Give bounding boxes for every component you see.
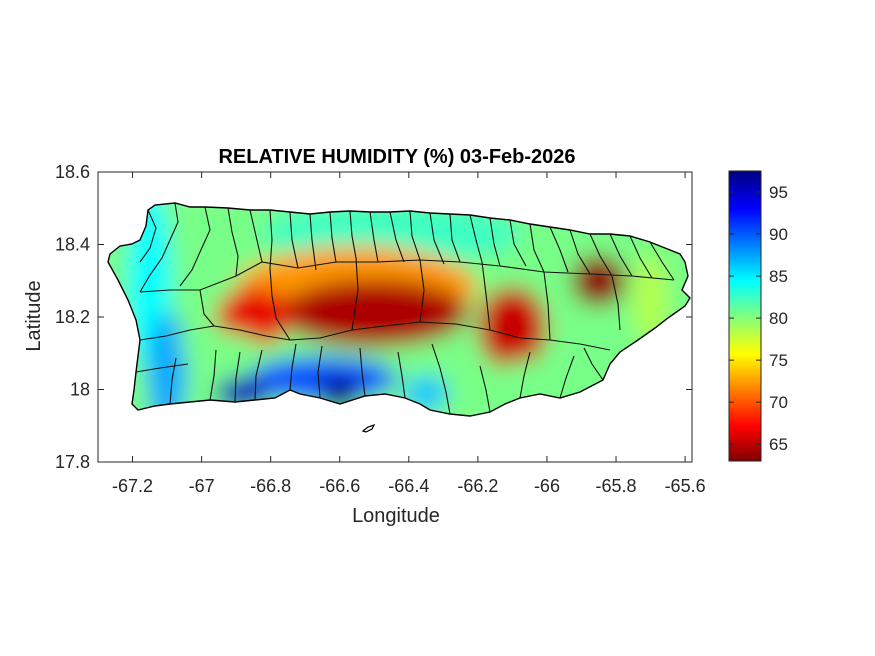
municipality-boundary bbox=[559, 355, 575, 399]
municipality-boundary bbox=[254, 349, 263, 401]
caja-de-muertos-islet bbox=[361, 423, 376, 433]
municipality-boundary bbox=[349, 210, 357, 259]
humidity-blob bbox=[477, 285, 548, 370]
x-tick-label: -66.2 bbox=[457, 476, 498, 496]
municipality-boundary bbox=[234, 351, 241, 403]
x-tick-label: -65.8 bbox=[596, 476, 637, 496]
x-axis: -67.2 -67 -66.8 -66.6 -66.4 -66.2 -66 -65.8 -65.… bbox=[112, 172, 706, 496]
municipality-boundary bbox=[389, 211, 405, 263]
municipality-boundary bbox=[289, 343, 297, 391]
x-tick-label: -65.6 bbox=[665, 476, 706, 496]
municipality-boundary bbox=[469, 214, 483, 263]
y-tick-label: 18.2 bbox=[55, 307, 90, 327]
municipality-boundary bbox=[317, 345, 323, 399]
municipality-boundary bbox=[169, 357, 177, 405]
municipality-boundary bbox=[489, 217, 501, 267]
municipality-boundary bbox=[199, 289, 215, 327]
municipality-boundary bbox=[479, 365, 491, 413]
colorbar-tick-label: 85 bbox=[769, 267, 788, 286]
colorbar: 65 70 75 80 85 90 95 bbox=[728, 170, 788, 462]
x-tick-label: -66 bbox=[534, 476, 560, 496]
municipality-boundary bbox=[271, 295, 291, 341]
municipality-boundary bbox=[369, 211, 379, 263]
humidity-blob bbox=[494, 360, 565, 405]
humidity-blob bbox=[571, 254, 627, 307]
x-tick-label: -66.4 bbox=[388, 476, 429, 496]
humidity-field bbox=[108, 203, 690, 416]
municipality-boundary bbox=[135, 363, 189, 373]
chart-title: RELATIVE HUMIDITY (%) 03-Feb-2026 bbox=[218, 146, 575, 168]
municipality-boundary bbox=[419, 259, 425, 323]
municipality-boundary bbox=[409, 210, 421, 261]
municipality-boundary bbox=[609, 233, 633, 277]
municipality-boundary bbox=[481, 261, 491, 331]
colorbar-tick-label: 65 bbox=[769, 435, 788, 454]
municipality-boundary bbox=[309, 213, 317, 271]
municipality-boundary bbox=[549, 226, 569, 273]
x-tick-label: -66.6 bbox=[319, 476, 360, 496]
x-axis-label: Longitude bbox=[352, 505, 440, 527]
colorbar-tick-label: 90 bbox=[769, 225, 788, 244]
y-tick-label: 17.8 bbox=[55, 452, 90, 472]
colorbar-tick-label: 95 bbox=[769, 183, 788, 202]
municipality-boundary bbox=[589, 233, 613, 277]
municipality-boundary bbox=[329, 211, 337, 263]
humidity-blob bbox=[215, 287, 291, 347]
municipality-boundary bbox=[227, 207, 239, 277]
humidity-blob bbox=[633, 253, 669, 344]
municipality-boundary bbox=[351, 257, 359, 331]
municipality-boundaries bbox=[107, 202, 691, 417]
municipality-boundary bbox=[529, 223, 545, 273]
municipality-boundary bbox=[569, 229, 591, 275]
municipality-boundary bbox=[249, 209, 263, 263]
y-tick-label: 18.6 bbox=[55, 162, 90, 182]
municipality-boundary bbox=[397, 351, 406, 399]
x-tick-label: -67 bbox=[189, 476, 215, 496]
humidity-blob bbox=[279, 279, 470, 348]
colorbar-gradient bbox=[728, 170, 762, 462]
municipality-boundary bbox=[139, 259, 675, 293]
municipality-boundary bbox=[431, 343, 451, 415]
municipality-boundary bbox=[583, 347, 604, 381]
y-axis: 17.8 18 18.2 18.4 18.6 bbox=[55, 162, 692, 472]
humidity-blob bbox=[178, 332, 259, 360]
municipality-boundary bbox=[543, 271, 551, 341]
colorbar-tick-label: 70 bbox=[769, 393, 788, 412]
x-tick-label: -67.2 bbox=[112, 476, 153, 496]
municipality-boundary bbox=[649, 241, 675, 281]
municipality-boundary bbox=[179, 206, 211, 287]
y-tick-label: 18.4 bbox=[55, 235, 90, 255]
municipality-boundary bbox=[139, 202, 179, 293]
y-tick-label: 18 bbox=[70, 380, 90, 400]
municipality-boundary bbox=[289, 211, 299, 269]
municipality-boundary bbox=[519, 351, 531, 399]
y-axis-label: Latitude bbox=[23, 280, 45, 351]
municipality-boundary bbox=[209, 349, 217, 401]
municipality-boundary bbox=[449, 213, 461, 263]
municipality-boundary bbox=[629, 235, 653, 279]
humidity-blob bbox=[247, 356, 398, 401]
x-tick-label: -66.8 bbox=[250, 476, 291, 496]
municipality-boundary bbox=[139, 209, 157, 263]
municipality-boundary bbox=[269, 209, 273, 297]
island-outline bbox=[107, 202, 691, 417]
colorbar-tick-label: 75 bbox=[769, 351, 788, 370]
humidity-blob bbox=[147, 311, 188, 416]
municipality-boundary bbox=[611, 275, 621, 331]
municipality-boundary bbox=[429, 212, 445, 265]
municipality-boundary bbox=[359, 347, 366, 397]
municipality-boundary bbox=[509, 219, 527, 267]
colorbar-tick-label: 80 bbox=[769, 309, 788, 328]
